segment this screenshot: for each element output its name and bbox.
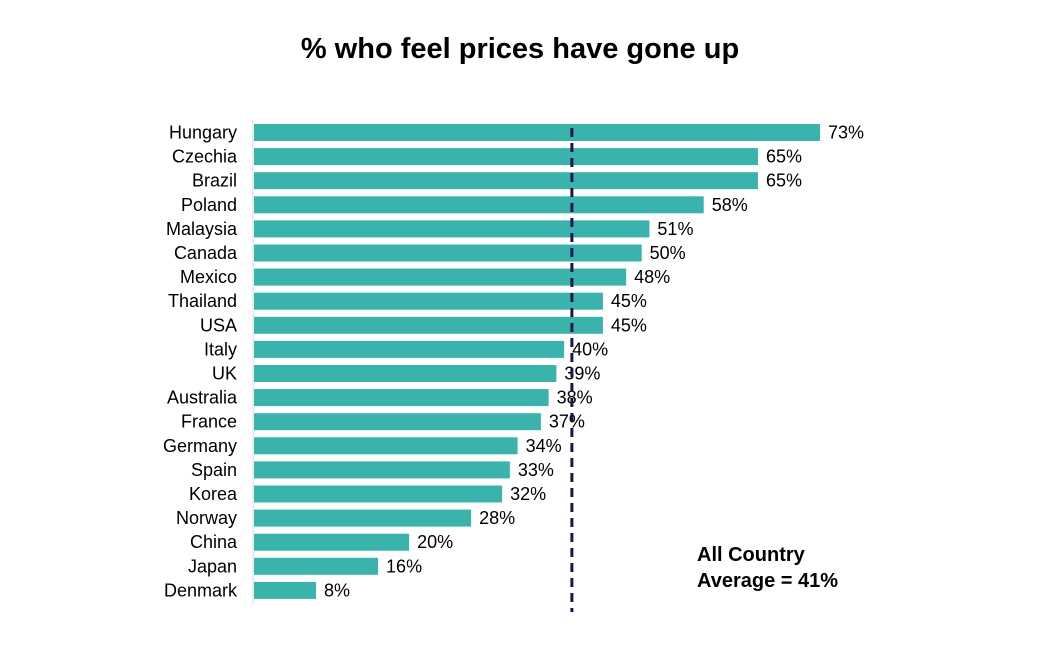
- value-label-australia: 38%: [557, 388, 593, 408]
- bar-brazil: [254, 172, 758, 190]
- bar-poland: [254, 196, 704, 214]
- value-label-spain: 33%: [518, 460, 554, 480]
- bar-uk: [254, 365, 557, 382]
- bars-group: Hungary 73% Czechia 65% Brazil 65% Poland 58% Ma…: [163, 123, 864, 601]
- bar-usa: [254, 316, 603, 334]
- bar-france: [254, 413, 541, 431]
- value-label-canada: 50%: [650, 243, 686, 263]
- value-label-germany: 34%: [526, 436, 562, 456]
- chart-title: % who feel prices have gone up: [301, 33, 739, 65]
- value-label-mexico: 48%: [634, 267, 670, 287]
- value-label-korea: 32%: [510, 484, 546, 504]
- bar-spain: [254, 461, 510, 479]
- category-label-japan: Japan: [188, 556, 237, 576]
- value-label-thailand: 45%: [611, 291, 647, 311]
- bar-japan: [254, 557, 379, 575]
- bar-hungary: [254, 124, 820, 141]
- bar-norway: [254, 509, 472, 527]
- value-label-denmark: 8%: [324, 580, 350, 600]
- category-label-china: China: [190, 532, 238, 552]
- category-label-norway: Norway: [176, 508, 237, 528]
- category-label-czechia: Czechia: [172, 147, 238, 167]
- value-label-norway: 28%: [479, 508, 515, 528]
- bar-malaysia: [254, 220, 650, 238]
- bar-italy: [254, 340, 565, 358]
- category-label-australia: Australia: [167, 388, 238, 408]
- category-label-uk: UK: [212, 364, 237, 384]
- bar-germany: [254, 437, 518, 455]
- value-label-usa: 45%: [611, 315, 647, 335]
- category-label-brazil: Brazil: [192, 171, 237, 191]
- value-label-poland: 58%: [712, 195, 748, 215]
- bar-denmark: [254, 581, 317, 599]
- category-label-malaysia: Malaysia: [166, 219, 238, 239]
- category-label-usa: USA: [200, 315, 237, 335]
- value-label-china: 20%: [417, 532, 453, 552]
- category-label-korea: Korea: [189, 484, 238, 504]
- bar-thailand: [254, 292, 603, 310]
- bar-czechia: [254, 148, 758, 166]
- bar-canada: [254, 244, 642, 262]
- category-label-italy: Italy: [204, 339, 237, 359]
- value-label-brazil: 65%: [766, 171, 802, 191]
- category-label-spain: Spain: [191, 460, 237, 480]
- value-label-france: 37%: [549, 412, 585, 432]
- value-label-czechia: 65%: [766, 147, 802, 167]
- category-label-germany: Germany: [163, 436, 237, 456]
- average-label-line-1: All Country: [697, 544, 806, 566]
- category-label-canada: Canada: [174, 243, 238, 263]
- average-label-line-2: Average = 41%: [697, 570, 838, 592]
- bar-korea: [254, 485, 503, 503]
- bar-china: [254, 533, 410, 551]
- value-label-japan: 16%: [386, 556, 422, 576]
- category-label-france: France: [181, 412, 237, 432]
- category-label-hungary: Hungary: [169, 123, 237, 143]
- category-label-poland: Poland: [181, 195, 237, 215]
- category-label-thailand: Thailand: [168, 291, 237, 311]
- value-label-italy: 40%: [572, 339, 608, 359]
- category-label-mexico: Mexico: [180, 267, 237, 287]
- value-label-malaysia: 51%: [657, 219, 693, 239]
- category-label-denmark: Denmark: [164, 580, 238, 600]
- bar-mexico: [254, 268, 627, 286]
- value-label-hungary: 73%: [828, 123, 864, 143]
- value-label-uk: 39%: [564, 364, 600, 384]
- bar-australia: [254, 389, 549, 407]
